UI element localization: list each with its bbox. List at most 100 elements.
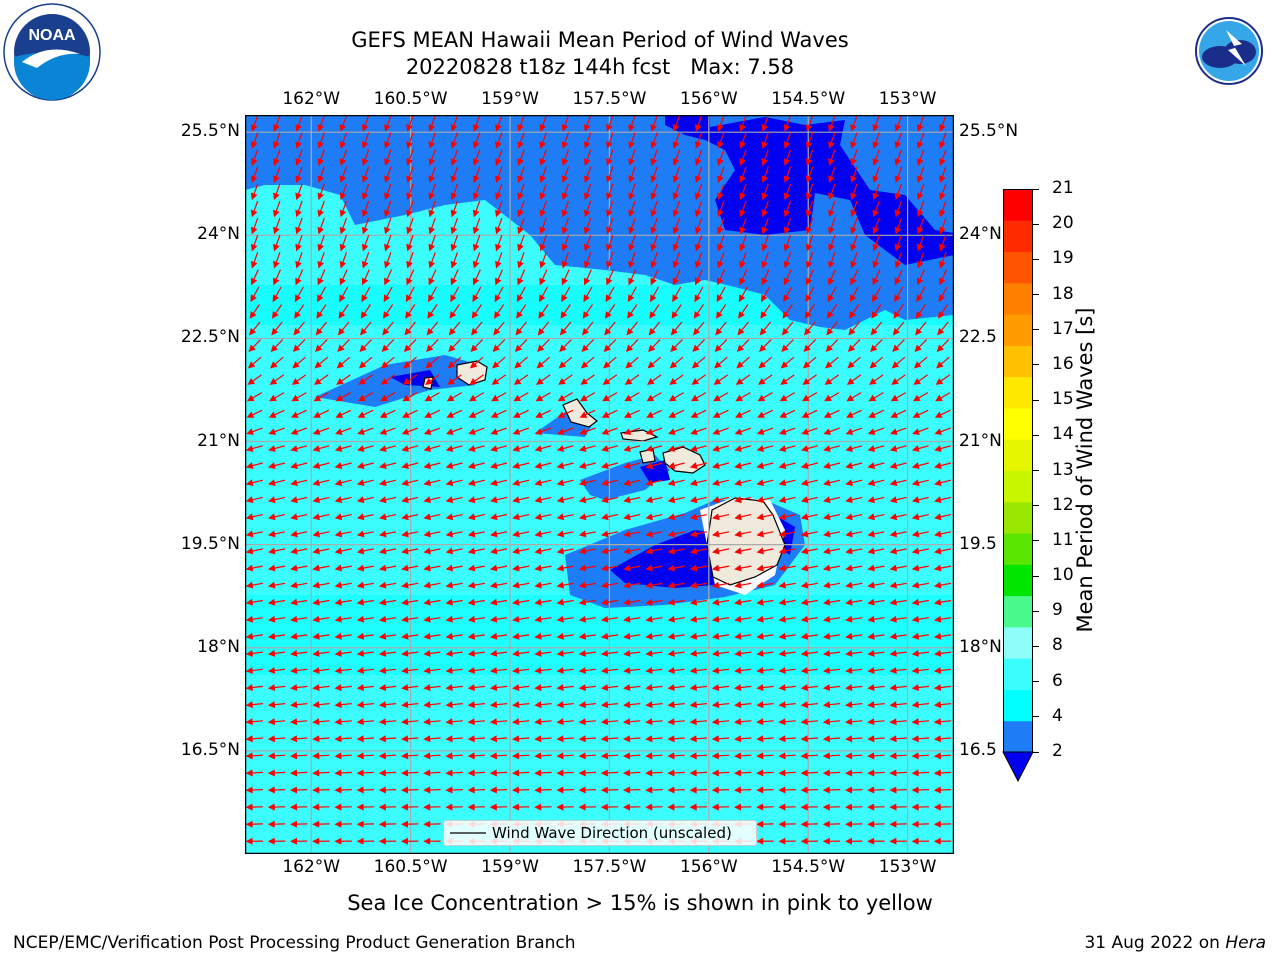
colorbar-tick-label: 11 <box>1052 529 1074 550</box>
wind-vector-head <box>535 394 544 402</box>
wind-vector-head <box>447 361 456 369</box>
wind-vector-head <box>317 294 324 303</box>
wind-vector-head <box>623 649 631 657</box>
wind-vector-head <box>867 598 875 606</box>
wind-vector-head <box>889 513 898 521</box>
map-legend: Wind Wave Direction (unscaled) <box>443 820 757 846</box>
wind-vector-head <box>822 598 831 606</box>
wind-vector-head <box>735 378 744 385</box>
lon-label-bottom: 156°W <box>679 857 738 877</box>
wind-vector-head <box>467 684 476 691</box>
wind-vector-head <box>781 327 789 336</box>
wind-vector-head <box>869 378 877 385</box>
wind-vector-head <box>690 394 699 402</box>
wind-vector-head <box>294 311 301 319</box>
wind-vector-head <box>559 327 567 336</box>
wind-vector-head <box>317 243 325 252</box>
wind-vector-head <box>805 226 813 235</box>
wind-vector-head <box>467 615 476 623</box>
wind-vector-head <box>401 615 409 623</box>
wind-vector-head <box>401 581 409 589</box>
wind-vector-head <box>867 837 875 845</box>
wind-vector-head <box>823 428 832 435</box>
wind-vector-head <box>889 820 897 828</box>
wind-vector-head <box>911 752 919 760</box>
wind-vector-head <box>406 124 413 132</box>
wind-vector-head <box>290 786 298 794</box>
wind-vector-head <box>667 598 675 606</box>
colorbar-tick-label: 10 <box>1052 565 1074 586</box>
wind-vector-head <box>401 701 409 709</box>
wind-vector-head <box>445 445 454 452</box>
wind-vector-head <box>245 530 254 538</box>
wind-vector-head <box>336 361 345 369</box>
wind-vector-head <box>428 124 436 132</box>
wind-vector-head <box>467 718 475 726</box>
wind-vector-head <box>245 820 253 828</box>
graticule <box>245 115 954 854</box>
wind-vector-head <box>600 581 609 589</box>
wind-vector-head <box>670 344 678 352</box>
wind-vector-head <box>692 344 700 352</box>
wind-vector-head <box>556 718 564 726</box>
wind-vector-head <box>467 530 476 538</box>
wind-vector-head <box>334 837 342 845</box>
wind-vector-head <box>339 277 347 286</box>
wind-vector-head <box>912 411 921 418</box>
wind-vector-head <box>778 735 786 743</box>
wind-vector-head <box>828 243 835 252</box>
wind-vector-head <box>623 462 631 469</box>
wind-vector-head <box>334 786 342 794</box>
wind-vector-head <box>804 311 812 319</box>
wind-vector-head <box>445 462 454 469</box>
wind-vector-head <box>623 684 631 691</box>
wind-vector-head <box>583 243 591 252</box>
wind-vector-head <box>934 496 942 504</box>
wind-vector-head <box>272 294 280 303</box>
wind-vector-head <box>867 513 876 521</box>
colorbar-tick-label: 16 <box>1052 353 1074 374</box>
wind-vector-head <box>295 260 302 269</box>
wind-vector-head <box>539 260 547 269</box>
wind-vector-head <box>512 786 520 794</box>
wind-vector-head <box>495 124 502 132</box>
wind-vector-head <box>246 411 255 418</box>
wind-vector-head <box>512 615 520 623</box>
wind-vector-head <box>291 378 300 385</box>
wind-vector-head <box>822 649 831 657</box>
wind-vector-head <box>381 344 390 352</box>
wind-vector-head <box>534 547 542 555</box>
wind-vector-head <box>713 394 721 402</box>
wind-vector-head <box>694 141 702 149</box>
wind-vector-head <box>845 769 853 777</box>
wind-vector-head <box>334 649 342 657</box>
wind-vector-head <box>756 701 764 709</box>
wind-vector-head <box>334 752 342 760</box>
wind-vector-head <box>290 513 298 521</box>
wind-vector-head <box>357 428 365 435</box>
wind-vector-head <box>890 394 899 402</box>
wind-vector-head <box>759 344 767 352</box>
wind-vector-head <box>312 684 320 691</box>
wind-vector-head <box>872 158 880 166</box>
wind-vector-head <box>606 158 613 166</box>
wind-vector-head <box>450 158 458 166</box>
wind-vector-head <box>867 564 875 572</box>
wind-vector-head <box>334 701 342 709</box>
wind-vector-head <box>734 752 742 760</box>
wind-vector-head <box>600 667 609 674</box>
wind-vector-head <box>336 378 344 385</box>
wind-vector-head <box>845 513 853 521</box>
wind-vector-head <box>467 752 475 760</box>
wind-vector-head <box>822 615 831 623</box>
wind-vector-head <box>290 581 298 589</box>
wind-vector-head <box>290 752 298 760</box>
wind-vector-head <box>514 344 523 352</box>
wind-vector-head <box>268 496 276 504</box>
wind-vector-head <box>402 394 411 402</box>
wind-vector-head <box>578 649 587 657</box>
wind-vector-head <box>378 803 386 811</box>
wind-vector-head <box>778 769 786 777</box>
lon-label-top: 162°W <box>282 89 341 109</box>
wind-vector-head <box>312 837 320 845</box>
